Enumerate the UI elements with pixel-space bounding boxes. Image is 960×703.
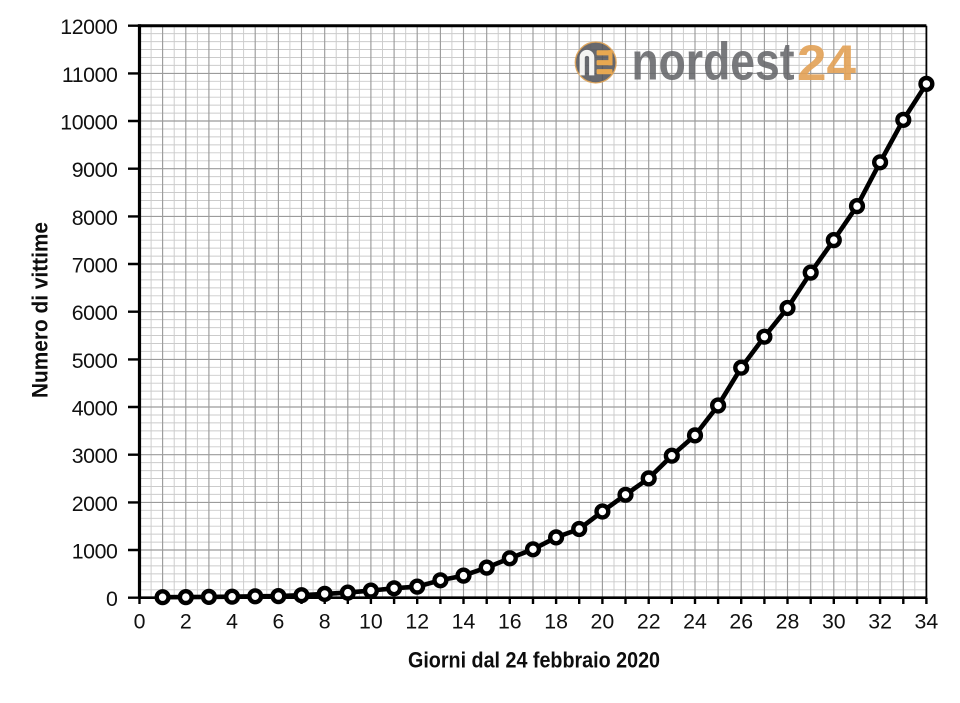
- svg-text:12000: 12000: [60, 15, 118, 39]
- svg-text:0: 0: [134, 610, 146, 634]
- svg-text:1000: 1000: [72, 539, 118, 563]
- svg-text:11000: 11000: [62, 63, 118, 87]
- svg-text:22: 22: [637, 610, 661, 634]
- svg-text:10000: 10000: [60, 110, 118, 134]
- svg-text:2000: 2000: [72, 492, 118, 516]
- svg-text:3000: 3000: [72, 444, 118, 468]
- svg-text:9000: 9000: [72, 158, 118, 182]
- svg-text:6000: 6000: [72, 301, 118, 325]
- svg-text:24: 24: [797, 34, 856, 91]
- svg-text:nordest: nordest: [632, 32, 795, 91]
- svg-text:7000: 7000: [72, 253, 118, 277]
- svg-text:6: 6: [272, 610, 284, 634]
- svg-text:4: 4: [226, 610, 238, 634]
- svg-text:20: 20: [591, 610, 615, 634]
- svg-text:28: 28: [776, 610, 800, 634]
- svg-text:4000: 4000: [72, 396, 118, 420]
- svg-text:0: 0: [106, 587, 118, 611]
- svg-text:30: 30: [822, 610, 846, 634]
- svg-text:16: 16: [498, 610, 522, 634]
- svg-text:8000: 8000: [72, 206, 118, 230]
- svg-text:34: 34: [915, 610, 939, 634]
- svg-text:26: 26: [729, 610, 753, 634]
- svg-text:2: 2: [180, 610, 192, 634]
- svg-text:5000: 5000: [72, 349, 118, 373]
- svg-text:24: 24: [683, 610, 707, 634]
- svg-text:18: 18: [544, 610, 568, 634]
- svg-text:8: 8: [319, 610, 331, 634]
- svg-text:Giorni dal 24 febbraio 2020: Giorni dal 24 febbraio 2020: [408, 647, 660, 672]
- svg-text:Numero di vittime: Numero di vittime: [28, 222, 53, 398]
- svg-text:12: 12: [405, 610, 429, 634]
- svg-text:14: 14: [452, 610, 476, 634]
- svg-text:32: 32: [868, 610, 892, 634]
- svg-text:10: 10: [359, 610, 383, 634]
